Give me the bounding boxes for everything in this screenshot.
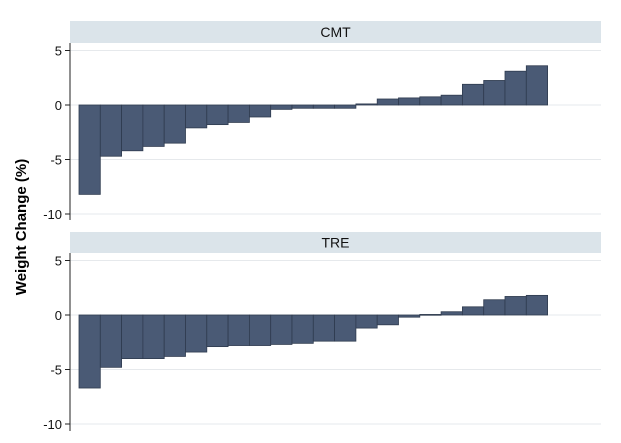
bar-cmt xyxy=(270,104,293,110)
y-tick-label-cmt: -5 xyxy=(50,153,62,168)
bar-cmt xyxy=(206,104,229,126)
bar-cmt xyxy=(334,104,357,109)
strip-label-tre: TRE xyxy=(322,235,350,251)
y-tick-label-tre: -5 xyxy=(50,363,62,378)
y-tick-label-cmt: -10 xyxy=(43,207,62,222)
strip-cmt xyxy=(70,21,601,43)
bar-cmt xyxy=(376,98,399,106)
bar-tre xyxy=(163,314,186,357)
panel-cmt: CMT 5 0 -5 -10 xyxy=(43,21,601,222)
bar-cmt xyxy=(440,94,463,106)
bar-cmt xyxy=(504,70,527,106)
bar-tre xyxy=(504,296,527,316)
bar-cmt xyxy=(398,97,421,106)
bar-tre xyxy=(483,299,506,316)
bar-cmt xyxy=(185,104,208,129)
y-tick-label-tre: 5 xyxy=(55,254,62,269)
bar-cmt xyxy=(312,104,335,109)
bar-tre xyxy=(376,314,399,326)
bar-tre xyxy=(142,314,165,359)
strip-tre xyxy=(70,232,601,253)
y-tick-label-tre: -10 xyxy=(43,417,62,432)
bar-tre xyxy=(248,314,272,346)
bar-cmt xyxy=(419,96,442,106)
bar-tre xyxy=(440,311,463,316)
bar-cmt xyxy=(291,104,314,109)
y-axis-label: Weight Change (%) xyxy=(13,159,30,295)
bar-cmt xyxy=(525,65,548,106)
bar-tre xyxy=(185,314,208,353)
bar-tre xyxy=(206,314,229,348)
panels: CMT 5 0 -5 -10 TRE 5 0 -5 -10 xyxy=(43,21,601,432)
bar-tre xyxy=(461,306,485,316)
bar-cmt xyxy=(142,104,165,147)
bar-tre xyxy=(99,314,123,368)
bar-cmt xyxy=(483,80,506,106)
bar-tre xyxy=(398,314,421,318)
bar-cmt xyxy=(227,104,250,123)
bar-tre xyxy=(334,314,357,342)
bar-tre xyxy=(419,314,442,316)
bar-tre xyxy=(291,314,314,344)
y-tick-label-cmt: 0 xyxy=(55,98,62,113)
bar-cmt xyxy=(461,83,485,106)
bar-tre xyxy=(525,294,548,316)
bar-tre xyxy=(121,314,144,359)
bar-tre xyxy=(78,314,101,389)
bar-cmt xyxy=(355,103,378,106)
bar-cmt xyxy=(248,104,272,118)
bar-tre xyxy=(355,314,378,329)
bar-tre xyxy=(270,314,293,345)
y-tick-label-cmt: 5 xyxy=(55,44,62,59)
bar-cmt xyxy=(99,104,123,157)
strip-label-cmt: CMT xyxy=(320,24,351,40)
bar-cmt xyxy=(163,104,186,144)
bar-cmt xyxy=(121,104,144,152)
panel-tre: TRE 5 0 -5 -10 xyxy=(43,232,601,432)
y-tick-label-tre: 0 xyxy=(55,308,62,323)
bar-tre xyxy=(312,314,335,342)
bar-cmt xyxy=(78,104,101,195)
bar-tre xyxy=(227,314,250,346)
